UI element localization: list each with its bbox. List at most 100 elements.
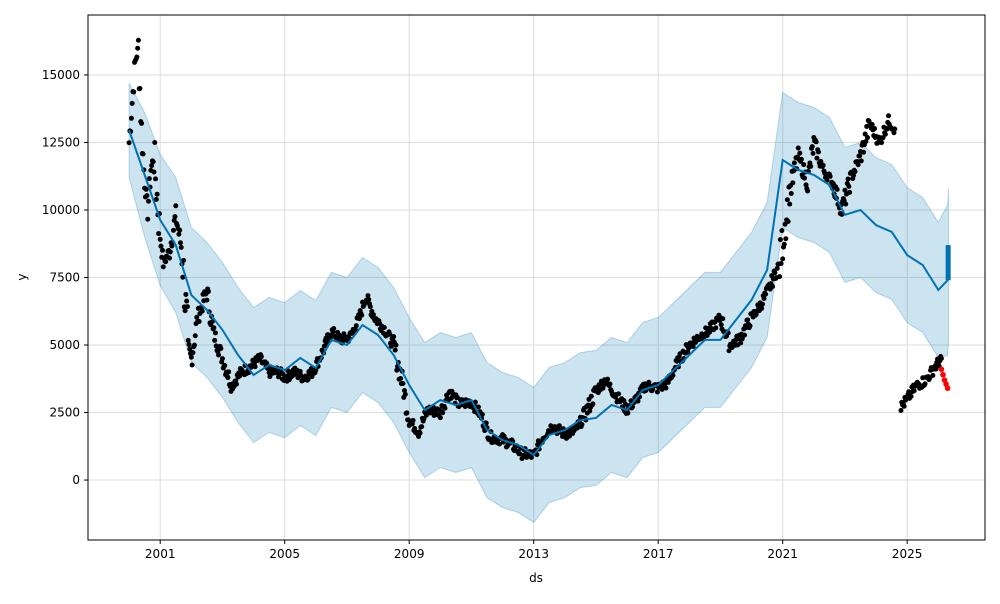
actual-point (820, 162, 826, 168)
actual-point (218, 345, 224, 351)
actual-point (852, 169, 858, 175)
holdout-point (940, 371, 946, 378)
actual-point (801, 175, 807, 181)
actual-point (404, 410, 410, 416)
actual-point (747, 323, 753, 329)
actual-point (365, 293, 371, 299)
actual-point (180, 274, 186, 280)
actual-point (205, 288, 211, 294)
actual-point (479, 411, 485, 417)
actual-point (785, 218, 791, 224)
actual-point (222, 362, 228, 368)
actual-point (781, 241, 787, 247)
x-tick-label: 2001 (145, 547, 176, 561)
actual-point (788, 190, 794, 196)
actual-point (745, 317, 751, 323)
actual-point (158, 243, 164, 249)
actual-point (579, 422, 585, 428)
actual-point (163, 259, 169, 265)
actual-point (663, 385, 669, 391)
actual-point (635, 398, 641, 404)
actual-point (872, 126, 878, 132)
holdout-point (944, 385, 951, 392)
actual-point (387, 331, 393, 337)
actual-point (178, 244, 184, 250)
actual-point (475, 404, 481, 410)
uncertainty-interval (128, 82, 950, 524)
actual-point (128, 115, 134, 121)
actual-point (209, 319, 215, 325)
actual-point (813, 139, 819, 145)
actual-point (901, 403, 907, 409)
actual-point (805, 188, 811, 194)
actual-point (153, 196, 159, 202)
actual-point (211, 325, 217, 331)
actual-point (774, 265, 780, 271)
actual-point (556, 423, 562, 429)
actual-point (398, 376, 404, 382)
holdout-points (938, 366, 951, 392)
actual-point (196, 318, 202, 324)
actual-point (177, 227, 183, 233)
y-tick-label: 12500 (42, 135, 80, 149)
actual-point (391, 334, 397, 340)
actual-point (393, 342, 399, 348)
actual-point (801, 162, 807, 168)
actual-point (359, 312, 365, 318)
actual-point (814, 155, 820, 161)
actual-point (713, 325, 719, 331)
actual-point (938, 356, 944, 362)
actual-point (184, 304, 190, 310)
actual-point (442, 405, 448, 411)
actual-point (843, 201, 849, 207)
y-axis-label: y (15, 273, 29, 280)
actual-point (898, 408, 904, 414)
actual-point (149, 163, 155, 169)
actual-point (213, 343, 219, 349)
actual-point (861, 149, 867, 155)
actual-point (763, 291, 769, 297)
actual-point (199, 308, 205, 314)
actual-point (863, 138, 869, 144)
actual-point (851, 173, 857, 179)
actual-point (777, 237, 783, 243)
y-tick-label: 0 (72, 473, 80, 487)
actual-point (879, 140, 885, 146)
actual-point (402, 387, 408, 393)
actual-point (855, 162, 861, 168)
actual-point (827, 173, 833, 179)
actual-point (137, 86, 143, 92)
actual-point (153, 176, 159, 182)
forecast-line (128, 129, 950, 457)
actual-point (437, 415, 443, 421)
actual-point (154, 191, 160, 197)
actual-point (135, 37, 141, 43)
actual-point (882, 131, 888, 137)
actual-point (690, 344, 696, 350)
actual-point (313, 367, 319, 373)
actual-point (892, 126, 898, 132)
actual-point (738, 340, 744, 346)
actual-point (605, 376, 611, 382)
x-tick-label: 2013 (518, 547, 549, 561)
actual-point (156, 231, 162, 237)
band-layer (128, 82, 950, 524)
actual-point (858, 158, 864, 164)
actual-point (126, 140, 132, 146)
actual-point (150, 159, 156, 165)
actual-point (759, 301, 765, 307)
actual-point (720, 316, 726, 322)
actual-point (173, 203, 179, 209)
actual-point (233, 381, 239, 387)
actual-point (145, 216, 151, 222)
actual-point (191, 342, 197, 348)
actual-point (798, 156, 804, 162)
actual-point (548, 423, 554, 429)
actual-point (226, 369, 232, 375)
actual-point (212, 337, 218, 343)
actual-point (496, 441, 502, 447)
y-tick-label: 5000 (49, 338, 80, 352)
actual-point (857, 153, 863, 159)
actual-point (869, 122, 875, 128)
actual-point (353, 323, 359, 329)
